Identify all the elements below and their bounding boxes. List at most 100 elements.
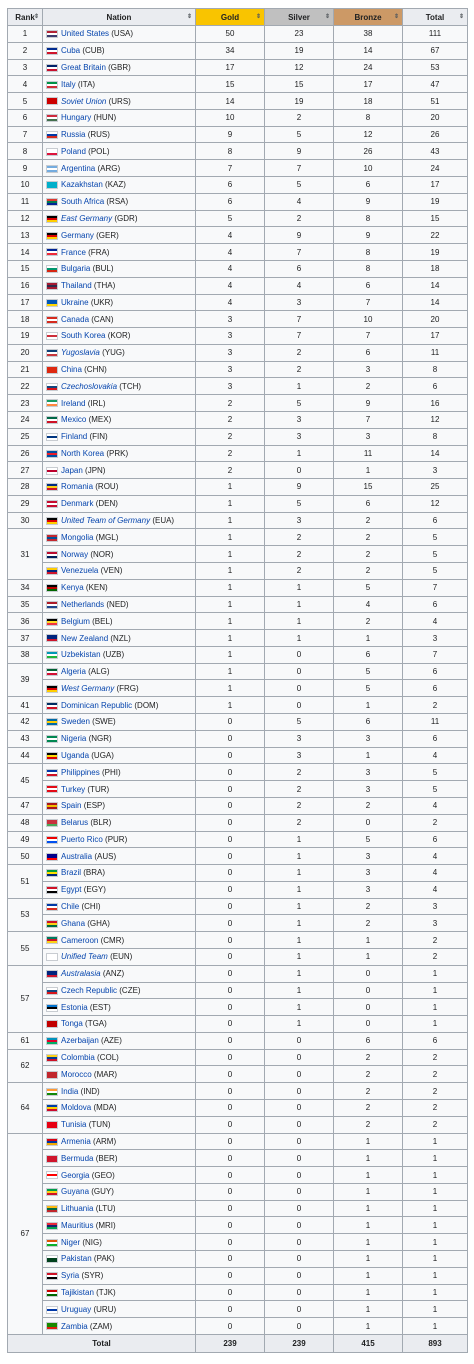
flag-icon[interactable] — [46, 63, 58, 72]
flag-icon[interactable] — [46, 970, 58, 979]
rank-header[interactable]: Rank ⇕ — [7, 8, 43, 26]
nation-link[interactable]: United Team of Germany — [61, 516, 151, 526]
nation-link[interactable]: Sweden — [61, 717, 90, 727]
flag-icon[interactable] — [46, 130, 58, 139]
nation-link[interactable]: Niger — [61, 1237, 81, 1247]
flag-icon[interactable] — [46, 886, 58, 895]
nation-link[interactable]: Georgia — [61, 1170, 90, 1180]
flag-icon[interactable] — [46, 198, 58, 207]
flag-icon[interactable] — [46, 735, 58, 744]
flag-icon[interactable] — [46, 382, 58, 391]
flag-icon[interactable] — [46, 936, 58, 945]
nation-link[interactable]: Mexico — [61, 415, 87, 425]
flag-icon[interactable] — [46, 953, 58, 962]
flag-icon[interactable] — [46, 1053, 58, 1062]
nation-link[interactable]: United States — [61, 29, 110, 39]
nation-link[interactable]: Czechoslovakia — [61, 381, 118, 391]
nation-link[interactable]: Bulgaria — [61, 264, 91, 274]
nation-link[interactable]: Unified Team — [61, 952, 108, 962]
flag-icon[interactable] — [46, 164, 58, 173]
flag-icon[interactable] — [46, 785, 58, 794]
nation-link[interactable]: Ireland — [61, 398, 86, 408]
nation-link[interactable]: Dominican Republic — [61, 700, 133, 710]
nation-link[interactable]: Great Britain — [61, 62, 106, 72]
nation-link[interactable]: Russia — [61, 130, 86, 140]
flag-icon[interactable] — [46, 214, 58, 223]
nation-link[interactable]: France — [61, 247, 86, 257]
sort-arrows-icon[interactable]: ⇕ — [393, 14, 399, 20]
flag-icon[interactable] — [46, 500, 58, 509]
flag-icon[interactable] — [46, 1188, 58, 1197]
nation-link[interactable]: Colombia — [61, 1053, 95, 1063]
flag-icon[interactable] — [46, 298, 58, 307]
nation-link[interactable]: Venezuela — [61, 566, 99, 576]
flag-icon[interactable] — [46, 483, 58, 492]
flag-icon[interactable] — [46, 835, 58, 844]
nation-link[interactable]: Mauritius — [61, 1220, 94, 1230]
flag-icon[interactable] — [46, 802, 58, 811]
flag-icon[interactable] — [46, 332, 58, 341]
nation-link[interactable]: Armenia — [61, 1136, 91, 1146]
nation-link[interactable]: Finland — [61, 432, 88, 442]
flag-icon[interactable] — [46, 97, 58, 106]
flag-icon[interactable] — [46, 1305, 58, 1314]
nation-link[interactable]: Tunisia — [61, 1120, 87, 1130]
flag-icon[interactable] — [46, 550, 58, 559]
nation-link[interactable]: Cuba — [61, 46, 81, 56]
nation-link[interactable]: Ghana — [61, 918, 86, 928]
bronze-header[interactable]: Bronze ⇕ — [333, 8, 403, 26]
flag-icon[interactable] — [46, 1020, 58, 1029]
nation-link[interactable]: Turkey — [61, 784, 86, 794]
nation-link[interactable]: Puerto Rico — [61, 834, 103, 844]
flag-icon[interactable] — [46, 852, 58, 861]
flag-icon[interactable] — [46, 1104, 58, 1113]
nation-link[interactable]: Kazakhstan — [61, 180, 103, 190]
nation-link[interactable]: Bermuda — [61, 1153, 94, 1163]
nation-link[interactable]: Uganda — [61, 750, 90, 760]
nation-link[interactable]: Syria — [61, 1271, 80, 1281]
flag-icon[interactable] — [46, 584, 58, 593]
flag-icon[interactable] — [46, 466, 58, 475]
nation-link[interactable]: Uzbekistan — [61, 650, 101, 660]
flag-icon[interactable] — [46, 1121, 58, 1130]
nation-link[interactable]: Norway — [61, 549, 89, 559]
flag-icon[interactable] — [46, 1238, 58, 1247]
nation-link[interactable]: South Africa — [61, 197, 105, 207]
nation-link[interactable]: Guyana — [61, 1187, 90, 1197]
nation-link[interactable]: Belarus — [61, 818, 89, 828]
nation-link[interactable]: Lithuania — [61, 1204, 94, 1214]
flag-icon[interactable] — [46, 617, 58, 626]
flag-icon[interactable] — [46, 399, 58, 408]
nation-link[interactable]: Hungary — [61, 113, 92, 123]
nation-link[interactable]: Spain — [61, 801, 82, 811]
flag-icon[interactable] — [46, 869, 58, 878]
nation-link[interactable]: Australia — [61, 851, 93, 861]
flag-icon[interactable] — [46, 667, 58, 676]
flag-icon[interactable] — [46, 1288, 58, 1297]
nation-link[interactable]: Soviet Union — [61, 96, 107, 106]
nation-link[interactable]: Mongolia — [61, 532, 94, 542]
flag-icon[interactable] — [46, 248, 58, 257]
flag-icon[interactable] — [46, 768, 58, 777]
nation-link[interactable]: Chile — [61, 902, 80, 912]
flag-icon[interactable] — [46, 1221, 58, 1230]
nation-link[interactable]: Egypt — [61, 885, 82, 895]
flag-icon[interactable] — [46, 986, 58, 995]
flag-icon[interactable] — [46, 751, 58, 760]
nation-link[interactable]: Algeria — [61, 667, 86, 677]
flag-icon[interactable] — [46, 567, 58, 576]
flag-icon[interactable] — [46, 819, 58, 827]
flag-icon[interactable] — [46, 718, 58, 727]
flag-icon[interactable] — [46, 651, 58, 660]
nation-link[interactable]: Cameroon — [61, 935, 99, 945]
nation-link[interactable]: Australasia — [61, 969, 101, 979]
nation-link[interactable]: Kenya — [61, 583, 84, 593]
flag-icon[interactable] — [46, 147, 58, 156]
flag-icon[interactable] — [46, 1204, 58, 1213]
sort-arrows-icon[interactable]: ⇕ — [324, 14, 330, 20]
nation-link[interactable]: South Korea — [61, 331, 106, 341]
flag-icon[interactable] — [46, 1037, 58, 1046]
nation-link[interactable]: Tajikistan — [61, 1287, 94, 1297]
nation-link[interactable]: Tonga — [61, 1019, 83, 1029]
silver-header[interactable]: Silver ⇕ — [264, 8, 334, 26]
